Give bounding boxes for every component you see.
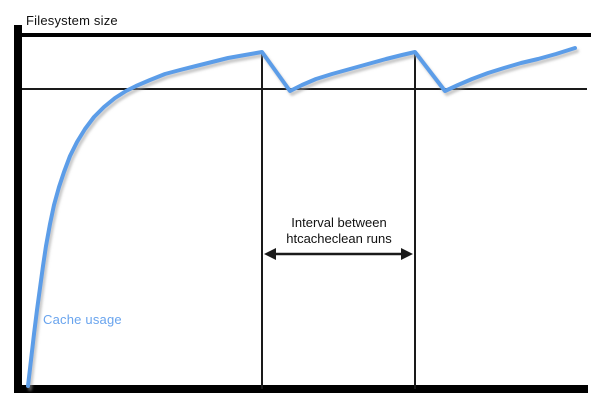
interval-arrow-right-head [401, 248, 413, 260]
filesystem-size-label: Filesystem size [26, 13, 118, 28]
interval-annotation-line2: htcacheclean runs [286, 231, 392, 246]
x-axis [14, 385, 588, 393]
cache-usage-label: Cache usage [43, 312, 122, 327]
cache-usage-curve [26, 46, 577, 388]
y-axis [14, 25, 22, 393]
interval-arrow-left-head [264, 248, 276, 260]
interval-annotation-line1: Interval between [291, 215, 387, 230]
interval-annotation: Interval between htcacheclean runs [257, 215, 421, 247]
